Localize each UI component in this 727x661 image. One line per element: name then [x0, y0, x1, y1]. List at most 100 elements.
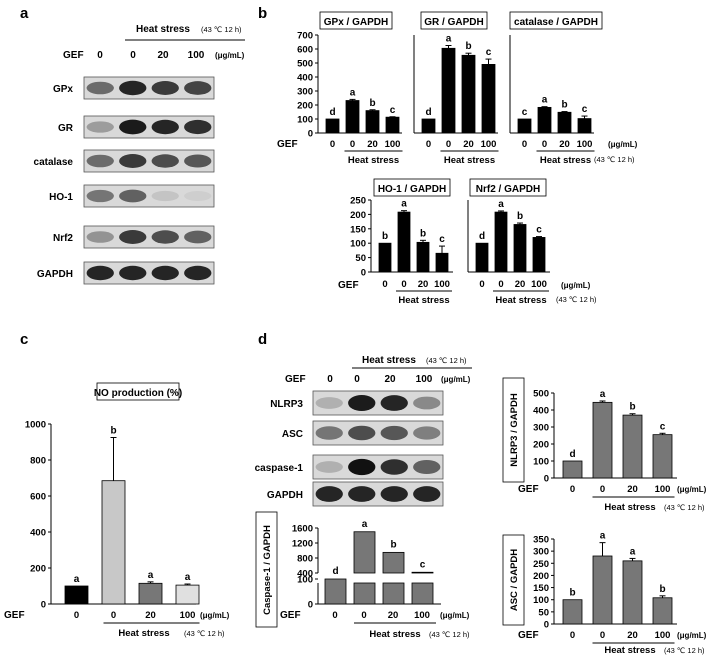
blot-band	[86, 189, 114, 203]
significance-letter: d	[332, 566, 338, 577]
bar	[494, 211, 508, 273]
x-tick-label: 0	[401, 279, 406, 290]
y-tick-label: 1000	[25, 420, 46, 431]
bar	[411, 582, 434, 605]
blot-band	[380, 459, 408, 475]
panel-b-unit-top: (μg/mL)	[608, 140, 638, 149]
bar	[385, 116, 400, 134]
x-tick-label: 100	[385, 139, 401, 150]
x-tick-label: 0	[498, 279, 503, 290]
x-tick-label: 0	[522, 139, 527, 150]
chart-title: HO-1 / GAPDH	[378, 184, 446, 195]
significance-letter: a	[542, 95, 548, 106]
chart-title-box	[373, 178, 451, 197]
y-tick-label: 50	[538, 607, 549, 618]
blot-band	[315, 426, 343, 440]
panel-a-row-label: Nrf2	[53, 233, 73, 244]
asc-condition: (43 ℃ 12 h)	[664, 646, 705, 655]
panel-d-row-label: caspase-1	[255, 463, 304, 474]
blot-band	[380, 486, 408, 502]
bar	[382, 551, 405, 574]
blot-band	[151, 190, 179, 202]
panel-a-blot	[83, 115, 215, 139]
significance-letter: a	[148, 570, 154, 581]
blot-band	[413, 486, 441, 502]
y-tick-label: 100	[533, 457, 549, 468]
y-tick-label: 1200	[292, 539, 313, 550]
significance-letter: b	[561, 100, 567, 111]
chart-title: Nrf2 / GAPDH	[476, 184, 540, 195]
y-tick-label: 0	[361, 268, 366, 279]
significance-letter: d	[329, 107, 335, 118]
x-tick-label: 0	[600, 484, 605, 495]
x-tick-label: 20	[388, 610, 399, 621]
y-tick-label: 0	[544, 620, 549, 631]
x-tick-label: 0	[542, 139, 547, 150]
x-tick-label: 0	[332, 610, 337, 621]
significance-letter: c	[390, 105, 396, 116]
y-tick-label: 0	[308, 129, 313, 140]
significance-letter: c	[536, 225, 542, 236]
blot-band	[348, 425, 376, 441]
y-tick-label: 0	[308, 600, 313, 611]
panel-b-label: b	[258, 5, 267, 22]
significance-letter: c	[660, 421, 666, 432]
blot-band	[348, 394, 376, 412]
bar	[101, 480, 126, 605]
panel-d-label: d	[258, 331, 267, 348]
x-tick-label: 20	[515, 279, 526, 290]
blot-band	[380, 395, 408, 411]
panel-b-gef-bottom: GEF	[338, 280, 359, 291]
y-tick-label: 500	[297, 59, 313, 70]
bar	[416, 241, 430, 273]
panel-d-unit: (μg/mL)	[441, 375, 471, 384]
bar	[324, 578, 347, 605]
heat-stress-label: Heat stress	[495, 295, 546, 306]
panel-a-heat-stress: Heat stress	[136, 24, 190, 35]
significance-letter: b	[110, 426, 116, 437]
x-tick-label: 0	[446, 139, 451, 150]
x-tick-label: 20	[145, 610, 156, 621]
panel-d-row-label: GAPDH	[267, 490, 303, 501]
chart-title: GR / GAPDH	[424, 17, 483, 28]
heat-stress-label: Heat stress	[398, 295, 449, 306]
panel-d-blot	[312, 390, 444, 416]
significance-letter: c	[582, 104, 588, 115]
x-tick-label: 100	[655, 630, 671, 641]
y-tick-label: 700	[297, 31, 313, 42]
blot-band	[151, 81, 179, 95]
blot-band	[184, 265, 212, 281]
blot-band	[184, 154, 212, 168]
significance-letter: a	[630, 546, 636, 557]
y-tick-label: 400	[533, 406, 549, 417]
heat-stress-label: Heat stress	[444, 155, 495, 166]
panel-d-row-label: NLRP3	[270, 399, 303, 410]
blot-band	[119, 119, 147, 135]
y-tick-label: 100	[533, 595, 549, 606]
panel-a-row-label: GAPDH	[37, 269, 73, 280]
y-tick-label: 300	[533, 423, 549, 434]
blot-band	[86, 154, 114, 168]
panel-c-condition: (43 ℃ 12 h)	[184, 629, 225, 638]
bar	[64, 585, 89, 605]
bar	[421, 118, 436, 134]
significance-letter: c	[420, 559, 426, 570]
significance-letter: a	[74, 574, 80, 585]
significance-letter: a	[498, 199, 504, 210]
panel-a-condition: (43 ℃ 12 h)	[201, 25, 242, 34]
x-tick-label: 100	[180, 610, 196, 621]
significance-letter: b	[382, 231, 388, 242]
bar	[435, 252, 449, 273]
chart-title-box	[420, 11, 488, 30]
blot-band	[119, 189, 147, 203]
panel-d-condition-chart: (43 ℃ 12 h)	[429, 630, 470, 639]
panel-d-unit-chart: (μg/mL)	[440, 611, 470, 620]
x-tick-label: 0	[570, 484, 575, 495]
x-tick-label: 0	[330, 139, 335, 150]
panel-d-dose: 0	[354, 374, 360, 385]
panel-d-row-label: ASC	[282, 429, 303, 440]
y-tick-label: 100	[350, 239, 366, 250]
y-tick-label: 250	[350, 196, 366, 207]
y-tick-label: 400	[297, 73, 313, 84]
chart-title-box	[96, 382, 180, 401]
